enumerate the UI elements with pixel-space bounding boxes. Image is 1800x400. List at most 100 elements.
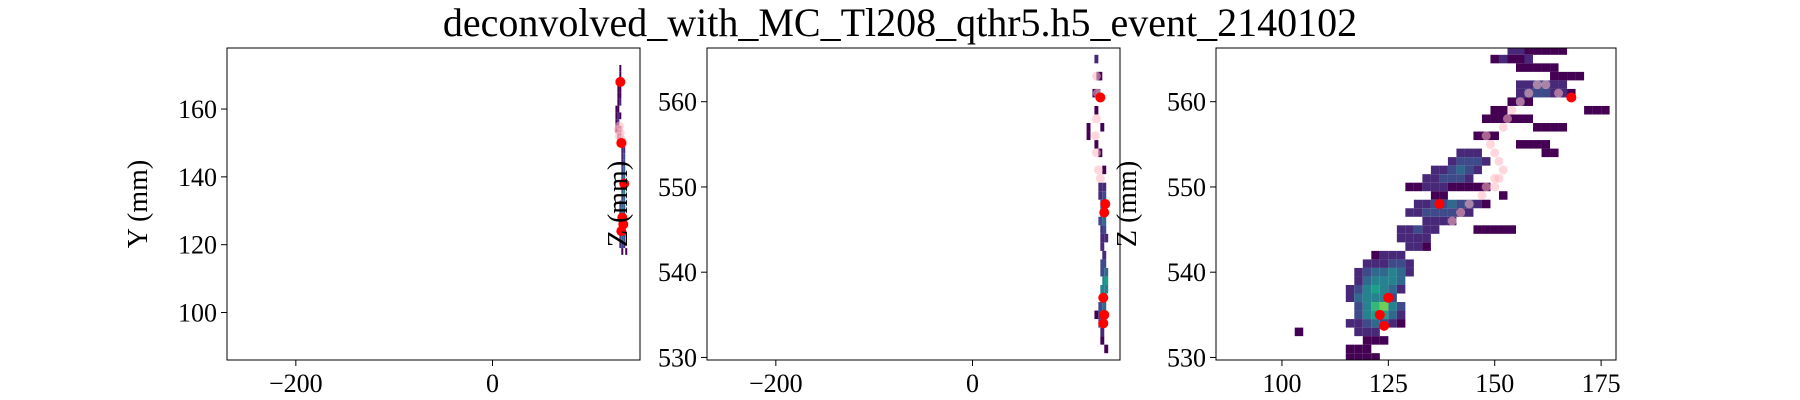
heatmap-cell — [619, 85, 622, 93]
heatmap-cell — [1490, 54, 1499, 64]
heatmap-cell — [1498, 225, 1508, 234]
main-hit-point — [615, 76, 626, 87]
heatmap-cell — [1396, 250, 1406, 260]
heatmap-cell — [1516, 48, 1525, 55]
true-hit-point — [1532, 80, 1542, 90]
y-tick-label: 540 — [658, 258, 697, 287]
x-tick-label: 150 — [1475, 369, 1514, 398]
heatmap-cell — [1524, 54, 1534, 64]
heatmap-cell — [1104, 267, 1109, 277]
main-hit-point — [616, 137, 627, 148]
heatmap-panel-yz: 100 125 150 175 530 540 550 560 Z (mm) — [1112, 47, 1621, 398]
main-hit-point — [1100, 199, 1111, 209]
heatmap-cell — [1422, 225, 1431, 234]
heatmap-cell — [1371, 284, 1380, 294]
heatmap-cell — [1439, 182, 1448, 192]
heatmap-cell — [1558, 48, 1568, 55]
heatmap-cell — [1388, 259, 1397, 268]
heatmap-cell — [1447, 199, 1457, 209]
heatmap-cell — [1362, 293, 1372, 303]
y-tick-label: 140 — [178, 163, 217, 192]
heatmap-cell — [619, 71, 622, 79]
heatmap-cell — [1473, 199, 1482, 209]
heatmap-cell — [1541, 148, 1551, 158]
true-hit-point — [1091, 114, 1101, 124]
heatmap-cell — [623, 173, 626, 181]
x-tick-label: 0 — [486, 369, 499, 398]
true-hit-point — [1507, 105, 1517, 115]
heatmap-cell — [1098, 302, 1103, 311]
heatmap-cell — [1524, 48, 1534, 55]
heatmap-cell — [1473, 182, 1482, 192]
heatmap-cell — [1447, 182, 1457, 192]
heatmap-cell — [1498, 105, 1508, 115]
heatmap-cell — [1388, 284, 1397, 294]
heatmap-cell — [1507, 225, 1516, 234]
heatmap-cell — [1379, 284, 1389, 294]
heatmap-cell — [1464, 182, 1474, 192]
true-hit-point — [1481, 182, 1491, 192]
y-tick-label: 530 — [658, 343, 697, 372]
heatmap-cell — [1100, 242, 1105, 251]
heatmap-cell — [1100, 336, 1105, 345]
heatmap-cell — [1102, 191, 1107, 200]
heatmap-cell — [1102, 250, 1107, 260]
heatmap-cell — [1379, 250, 1389, 260]
heatmap-cell — [1354, 319, 1363, 328]
heatmap-cell — [1481, 199, 1491, 209]
heatmap-cell — [1388, 267, 1397, 277]
heatmap-cell — [1379, 267, 1389, 277]
heatmap-cell — [1456, 182, 1465, 192]
x-tick-label: 175 — [1582, 369, 1621, 398]
heatmap-cell — [1396, 284, 1406, 294]
true-hit-point — [1095, 173, 1105, 183]
heatmap-cell — [1102, 216, 1107, 226]
heatmap-cell — [1533, 88, 1542, 98]
heatmap-cell — [621, 166, 624, 174]
true-hit-point — [1490, 182, 1500, 192]
true-hit-point — [1464, 199, 1474, 209]
heatmap-cell — [1405, 182, 1414, 192]
heatmap-cell — [617, 98, 620, 106]
heatmap-cell — [621, 173, 624, 181]
heatmap-panel-xy: −200 0 100 120 140 160 Y (mm) — [123, 47, 641, 398]
heatmap-cell — [1371, 353, 1380, 360]
heatmap-cell — [1507, 48, 1516, 55]
x-tick-label: 125 — [1369, 369, 1408, 398]
heatmap-cell — [1439, 208, 1448, 217]
heatmap-cell — [1388, 276, 1397, 285]
main-hit-point — [1383, 292, 1394, 303]
y-tick-label: 100 — [178, 299, 217, 328]
y-axis-label: Z (mm) — [603, 161, 634, 247]
heatmap-cell — [1345, 319, 1355, 328]
heatmap-cell — [1371, 276, 1380, 285]
heatmap-cell — [1086, 131, 1091, 141]
main-hit-point — [1099, 207, 1110, 218]
heatmap-cell — [1473, 148, 1482, 158]
heatmap-cell — [1102, 276, 1107, 285]
heatmap-cell — [1405, 225, 1414, 234]
x-tick-label: −200 — [749, 369, 803, 398]
heatmap-cell — [1550, 48, 1559, 55]
heatmap-cell — [1362, 353, 1372, 360]
heatmap-panel-xz: −200 0 530 540 550 560 Z (mm) — [603, 47, 1121, 398]
heatmap-cell — [619, 98, 622, 106]
heatmap-cell — [1516, 63, 1525, 72]
axes-frame — [226, 47, 641, 361]
heatmap-cell — [1413, 242, 1423, 251]
heatmap-cell — [1396, 267, 1406, 277]
main-hit-point — [619, 178, 630, 189]
heatmap-cell — [1086, 123, 1091, 132]
heatmap-cell — [1354, 353, 1363, 360]
true-hit-point — [1093, 165, 1103, 175]
heatmap-cell — [617, 112, 620, 120]
heatmap-cell — [1405, 259, 1414, 268]
heatmap-cell — [1413, 208, 1423, 217]
heatmap-cell — [1456, 148, 1465, 158]
heatmap-cell — [1354, 284, 1363, 294]
heatmap-cell — [1362, 344, 1372, 354]
heatmap-cell — [623, 146, 626, 154]
y-tick-label: 550 — [1167, 173, 1206, 202]
true-hit-point — [1515, 97, 1525, 107]
heatmap-cell — [623, 187, 626, 194]
